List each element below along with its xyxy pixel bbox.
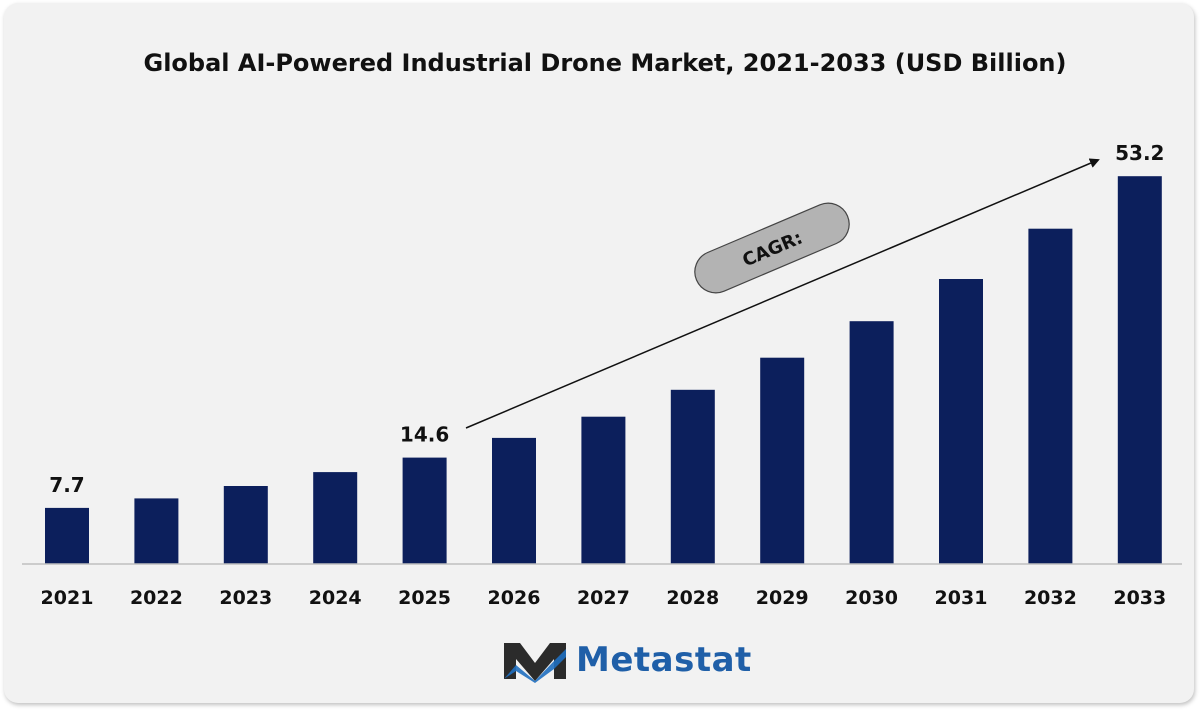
data-label-2033: 53.2	[1115, 141, 1164, 165]
bar-2030	[849, 321, 894, 564]
bar-2027	[581, 416, 626, 564]
data-label-2021: 7.7	[49, 473, 84, 497]
metastat-logo-icon	[504, 643, 566, 683]
chart-title: Global AI-Powered Industrial Drone Marke…	[0, 44, 1202, 82]
x-tick-label-2026: 2026	[488, 587, 541, 609]
chart-card	[4, 3, 1194, 703]
x-tick-label-2033: 2033	[1113, 587, 1166, 609]
x-tick-label-2021: 2021	[41, 587, 94, 609]
bar-2025	[402, 457, 447, 564]
bar-2032	[1028, 228, 1073, 564]
bar-2023	[223, 486, 268, 564]
chart-title-text: Global AI-Powered Industrial Drone Marke…	[143, 49, 1067, 77]
x-tick-label-2027: 2027	[577, 587, 630, 609]
bar-2028	[670, 389, 715, 564]
x-tick-label-2030: 2030	[845, 587, 898, 609]
bar-2021	[45, 507, 89, 564]
bar-2022	[134, 498, 179, 564]
data-label-2025: 14.6	[400, 423, 449, 447]
bar-2029	[760, 357, 805, 564]
x-tick-label-2023: 2023	[219, 587, 272, 609]
x-tick-label-2028: 2028	[666, 587, 719, 609]
bar-2026	[492, 437, 536, 564]
bar-2024	[313, 472, 358, 564]
x-tick-label-2024: 2024	[309, 587, 362, 609]
x-tick-label-2032: 2032	[1024, 587, 1077, 609]
x-tick-label-2022: 2022	[130, 587, 183, 609]
bar-chart: 2021 2022 2023 2024 2025 2026 2027 2028 2029 2030…	[22, 141, 1182, 609]
brand-logo: Metastat	[500, 634, 752, 686]
brand-name: Metastat	[576, 640, 752, 680]
bar-2031	[939, 279, 983, 564]
cagr-arrow	[465, 158, 1100, 429]
x-tick-label-2029: 2029	[756, 587, 809, 609]
x-tick-label-2031: 2031	[935, 587, 988, 609]
x-tick-label-2025: 2025	[398, 587, 451, 609]
bar-2033	[1117, 176, 1162, 564]
cagr-badge: CAGR:	[694, 202, 850, 294]
